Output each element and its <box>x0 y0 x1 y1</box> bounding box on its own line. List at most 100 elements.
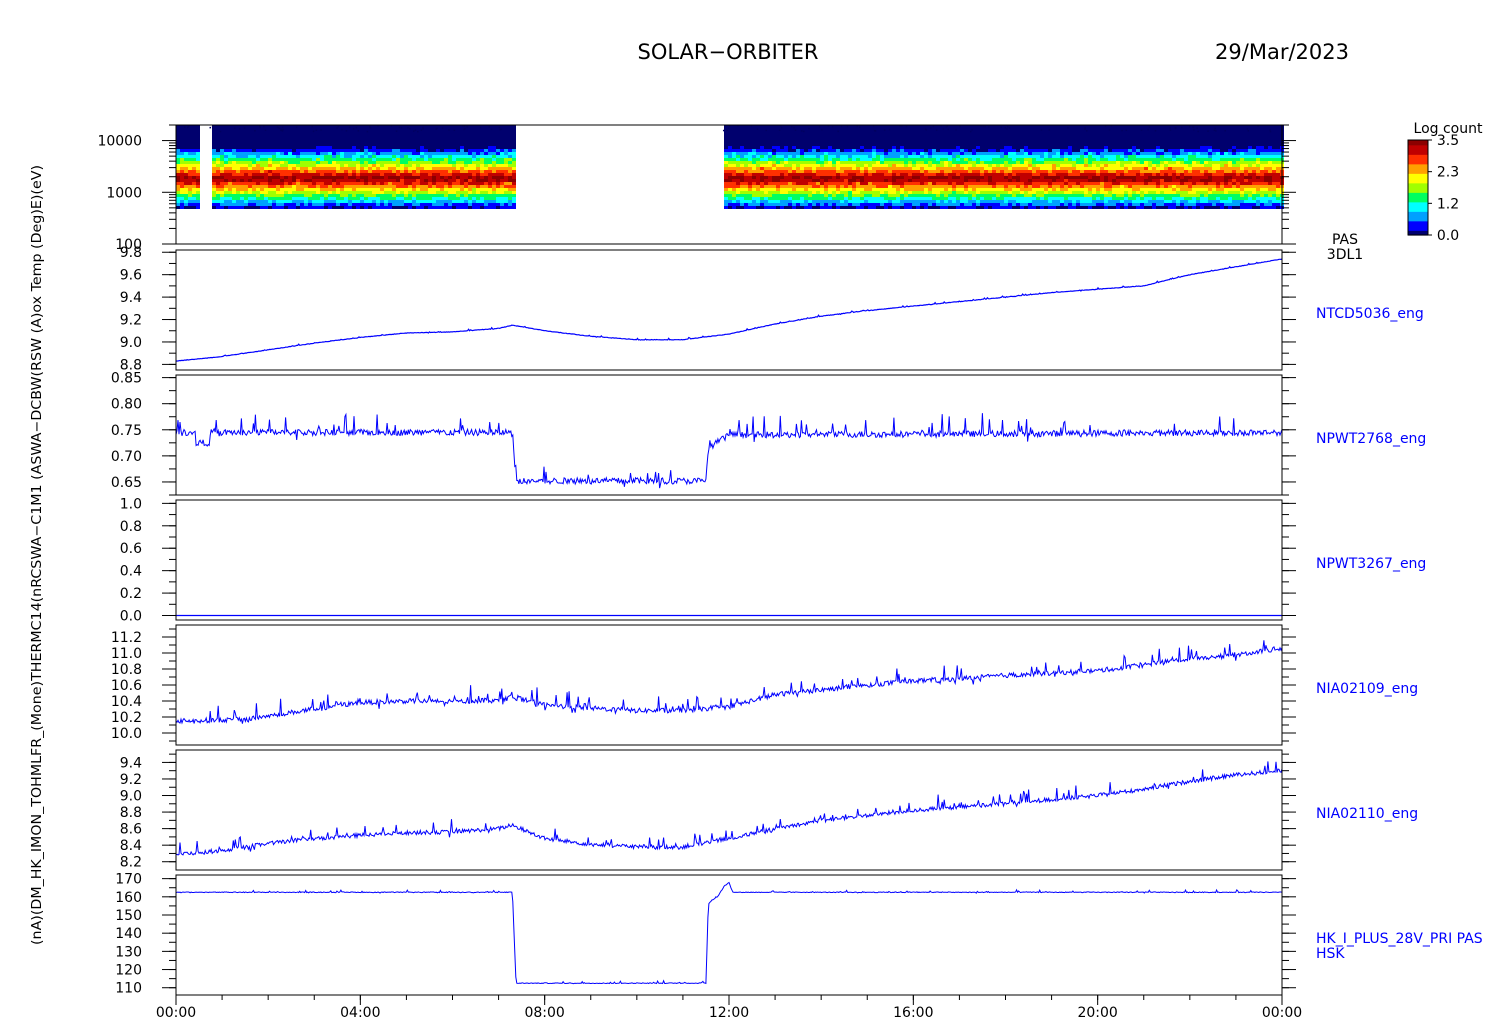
spectrogram-cell <box>1044 206 1048 209</box>
spectrogram-cell <box>980 137 984 140</box>
spectrogram-cell <box>864 128 868 131</box>
spectrogram-cell <box>316 167 320 170</box>
spectrogram-cell <box>832 155 836 158</box>
spectrogram-cell <box>396 161 400 164</box>
spectrogram-cell <box>216 146 220 149</box>
spectrogram-cell <box>928 197 932 200</box>
spectrogram-cell <box>228 137 232 140</box>
spectrogram-cell <box>896 185 900 188</box>
spectrogram-cell <box>196 185 200 188</box>
spectrogram-cell <box>380 179 384 182</box>
spectrogram-cell <box>896 158 900 161</box>
spectrogram-cell <box>1040 173 1044 176</box>
spectrogram-cell <box>304 134 308 137</box>
spectrogram-cell <box>216 161 220 164</box>
spectrogram-cell <box>264 203 268 206</box>
spectrogram-cell <box>492 170 496 173</box>
spectrogram-cell <box>388 164 392 167</box>
spectrogram-cell <box>372 182 376 185</box>
spectrogram-cell <box>968 140 972 143</box>
spectrogram-cell <box>1084 197 1088 200</box>
spectrogram-cell <box>348 134 352 137</box>
spectrogram-cell <box>936 179 940 182</box>
spectrogram-cell <box>484 200 488 203</box>
spectrogram-cell <box>888 185 892 188</box>
spectrogram-cell <box>488 170 492 173</box>
spectrogram-cell <box>896 179 900 182</box>
spectrogram-cell <box>828 143 832 146</box>
spectrogram-cell <box>272 203 276 206</box>
spectrogram-cell <box>1004 170 1008 173</box>
spectrogram-cell <box>736 197 740 200</box>
spectrogram-cell <box>836 128 840 131</box>
spectrogram-cell <box>352 131 356 134</box>
spectrogram-cell <box>212 155 216 158</box>
spectrogram-cell <box>1040 140 1044 143</box>
spectrogram-cell <box>804 176 808 179</box>
spectrogram-cell <box>820 155 824 158</box>
spectrogram-cell <box>768 173 772 176</box>
spectrogram-cell <box>508 134 512 137</box>
spectrogram-cell <box>740 179 744 182</box>
spectrogram-cell <box>212 182 216 185</box>
spectrogram-cell <box>780 164 784 167</box>
spectrogram-cell <box>900 152 904 155</box>
spectrogram-cell <box>1048 170 1052 173</box>
spectrogram-cell <box>472 146 476 149</box>
spectrogram-cell <box>968 146 972 149</box>
spectrogram-cell <box>248 188 252 191</box>
spectrogram-cell <box>824 197 828 200</box>
spectrogram-cell <box>488 149 492 152</box>
spectrogram-cell <box>412 158 416 161</box>
spectrogram-cell <box>848 176 852 179</box>
spectrogram-cell <box>880 200 884 203</box>
spectrogram-cell <box>928 146 932 149</box>
spectrogram-cell <box>784 137 788 140</box>
spectrogram-cell <box>216 125 220 128</box>
spectrogram-cell <box>296 125 300 128</box>
spectrogram-cell <box>348 158 352 161</box>
spectrogram-cell <box>184 149 188 152</box>
spectrogram-cell <box>792 203 796 206</box>
spectrogram-cell <box>184 182 188 185</box>
spectrogram-cell <box>1012 152 1016 155</box>
spectrogram-cell <box>240 134 244 137</box>
spectrogram-cell <box>776 152 780 155</box>
spectrogram-cell <box>1064 170 1068 173</box>
spectrogram-cell <box>484 125 488 128</box>
spectrogram-cell <box>724 200 728 203</box>
spectrogram-cell <box>820 200 824 203</box>
spectrogram-cell <box>1092 131 1096 134</box>
spectrogram-cell <box>1100 203 1104 206</box>
spectrogram-cell <box>788 188 792 191</box>
spectrogram-cell <box>904 161 908 164</box>
spectrogram-cell <box>776 155 780 158</box>
spectrogram-cell <box>972 155 976 158</box>
spectrogram-cell <box>332 152 336 155</box>
spectrogram-cell <box>448 128 452 131</box>
spectrogram-cell <box>1012 182 1016 185</box>
spectrogram-cell <box>344 137 348 140</box>
spectrogram-cell <box>488 143 492 146</box>
spectrogram-cell <box>216 173 220 176</box>
spectrogram-cell <box>392 206 396 209</box>
spectrogram-cell <box>936 182 940 185</box>
spectrogram-cell <box>968 197 972 200</box>
spectrogram-cell <box>368 146 372 149</box>
spectrogram-cell <box>1000 176 1004 179</box>
spectrogram-cell <box>760 191 764 194</box>
spectrogram-cell <box>364 197 368 200</box>
spectrogram-cell <box>828 158 832 161</box>
spectrogram-cell <box>256 155 260 158</box>
spectrogram-cell <box>292 182 296 185</box>
spectrogram-cell <box>324 134 328 137</box>
spectrogram-cell <box>932 131 936 134</box>
spectrogram-cell <box>504 170 508 173</box>
spectrogram-cell <box>904 128 908 131</box>
spectrogram-cell <box>472 143 476 146</box>
spectrogram-cell <box>432 176 436 179</box>
spectrogram-cell <box>1040 197 1044 200</box>
spectrogram-cell <box>736 191 740 194</box>
spectrogram-cell <box>924 191 928 194</box>
spectrogram-cell <box>892 140 896 143</box>
